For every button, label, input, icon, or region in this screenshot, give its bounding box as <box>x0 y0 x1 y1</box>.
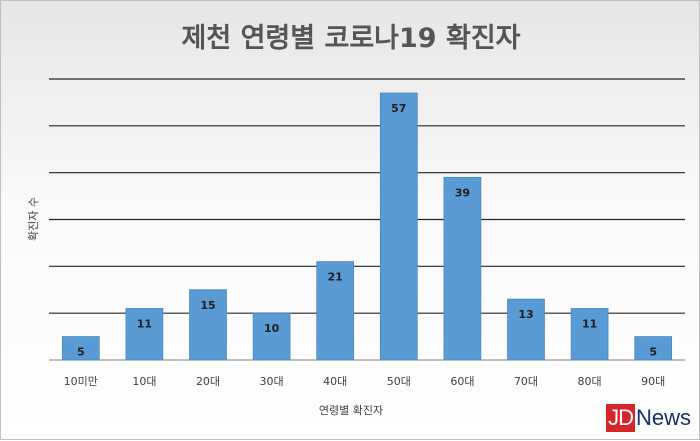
bar <box>379 92 418 361</box>
x-tick-label: 80대 <box>578 375 602 388</box>
x-tick-label: 70대 <box>514 375 538 388</box>
bar <box>443 176 482 361</box>
bar <box>634 336 673 361</box>
x-tick-label: 90대 <box>641 375 665 388</box>
x-tick-label: 10미만 <box>64 375 98 388</box>
x-tick-label: 20대 <box>196 375 220 388</box>
data-label: 10 <box>264 322 280 335</box>
bar <box>189 289 227 361</box>
bar-series <box>61 92 673 361</box>
x-tick-label: 60대 <box>450 375 474 388</box>
bar <box>570 308 609 361</box>
x-tick-label: 30대 <box>260 375 284 388</box>
data-label: 57 <box>391 102 406 115</box>
bar <box>316 261 355 361</box>
bar <box>125 308 164 361</box>
data-label: 11 <box>137 317 152 330</box>
bar <box>252 312 291 361</box>
chart-title: 제천 연령별 코로나19 확진자 <box>181 23 520 54</box>
data-label: 5 <box>649 346 657 359</box>
jdnews-logo: JD News <box>606 404 691 432</box>
x-tick-label: 10대 <box>132 375 156 388</box>
x-tick-label: 40대 <box>323 375 347 388</box>
logo-jd-mark: JD <box>606 404 635 432</box>
bar <box>61 336 100 361</box>
data-label: 13 <box>518 308 533 321</box>
x-axis-title: 연령별 확진자 <box>319 404 383 417</box>
x-tick-label: 50대 <box>387 375 411 388</box>
logo-news-text: News <box>635 405 691 430</box>
data-label: 39 <box>455 186 470 199</box>
bar <box>507 298 545 361</box>
data-label: 15 <box>200 299 215 312</box>
data-label: 5 <box>77 346 85 359</box>
data-label: 11 <box>582 317 597 330</box>
data-label: 21 <box>328 271 343 284</box>
data-labels: 5 11 15 10 21 57 39 13 11 5 <box>77 102 657 359</box>
x-tick-labels: 10미만 10대 20대 30대 40대 50대 60대 70대 80대 90대 <box>64 375 666 388</box>
y-axis-title: 확진자 수 <box>27 197 40 241</box>
